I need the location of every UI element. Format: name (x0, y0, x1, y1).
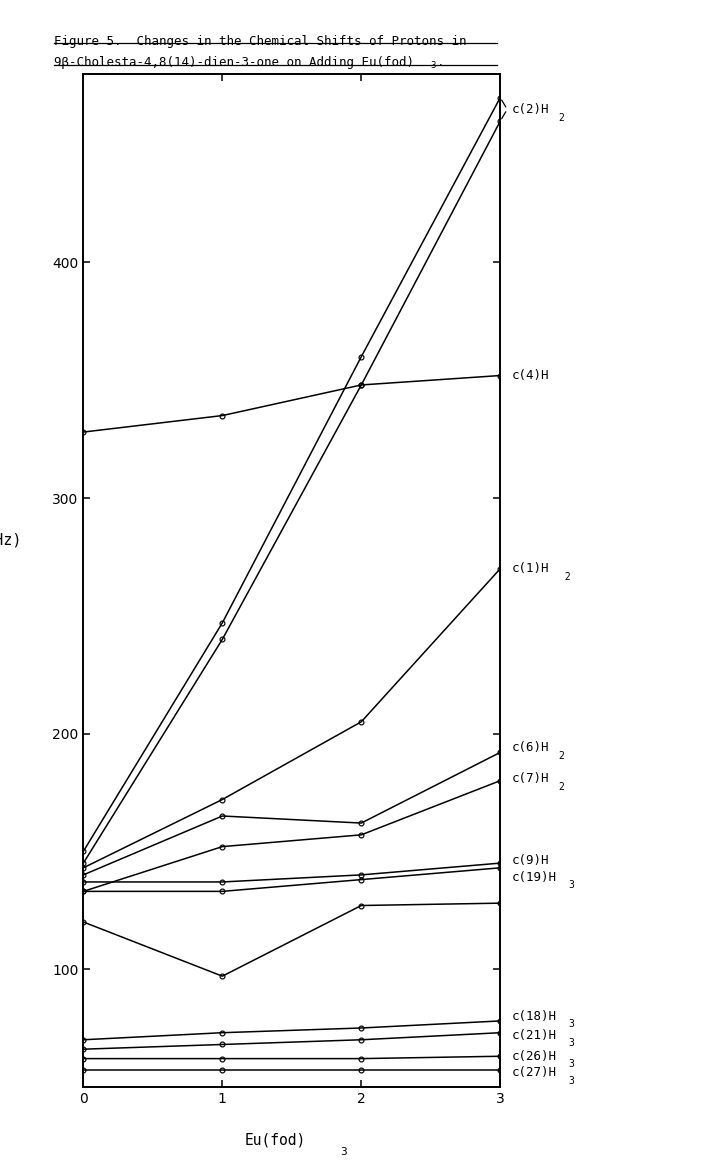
Text: Eu(fod): Eu(fod) (244, 1133, 306, 1148)
Text: c(2)H: c(2)H (511, 103, 549, 116)
Text: 3: 3 (341, 1147, 347, 1156)
Text: 3: 3 (568, 1060, 574, 1069)
Text: Figure 5.  Changes in the Chemical Shifts of Protons in: Figure 5. Changes in the Chemical Shifts… (54, 35, 467, 48)
Text: 2: 2 (558, 572, 571, 582)
Text: 3: 3 (568, 880, 574, 891)
Text: c(4)H: c(4)H (511, 369, 549, 382)
Text: 3: 3 (568, 1076, 574, 1086)
Text: c(9)H: c(9)H (511, 854, 549, 867)
Text: 3: 3 (430, 61, 435, 70)
Text: c(19)H: c(19)H (511, 871, 556, 884)
Text: c(1)H: c(1)H (511, 562, 549, 576)
Text: 3: 3 (568, 1039, 574, 1048)
Text: .: . (437, 56, 444, 69)
Text: c(26)H: c(26)H (511, 1049, 556, 1062)
Text: c(6)H: c(6)H (511, 741, 549, 754)
Text: c(18)H: c(18)H (511, 1009, 556, 1022)
Text: 2: 2 (558, 113, 565, 122)
Text: c(21)H: c(21)H (511, 1028, 556, 1041)
Text: 9β-Cholesta-4,8(14)-dien-3-one on Adding Eu(fod): 9β-Cholesta-4,8(14)-dien-3-one on Adding… (54, 56, 415, 69)
Text: c(27)H: c(27)H (511, 1066, 556, 1080)
Text: 3: 3 (568, 1020, 574, 1029)
Text: c(7)H: c(7)H (511, 772, 549, 785)
Text: (Hz): (Hz) (0, 532, 22, 548)
Text: 2: 2 (558, 751, 565, 761)
Text: 2: 2 (558, 781, 565, 792)
